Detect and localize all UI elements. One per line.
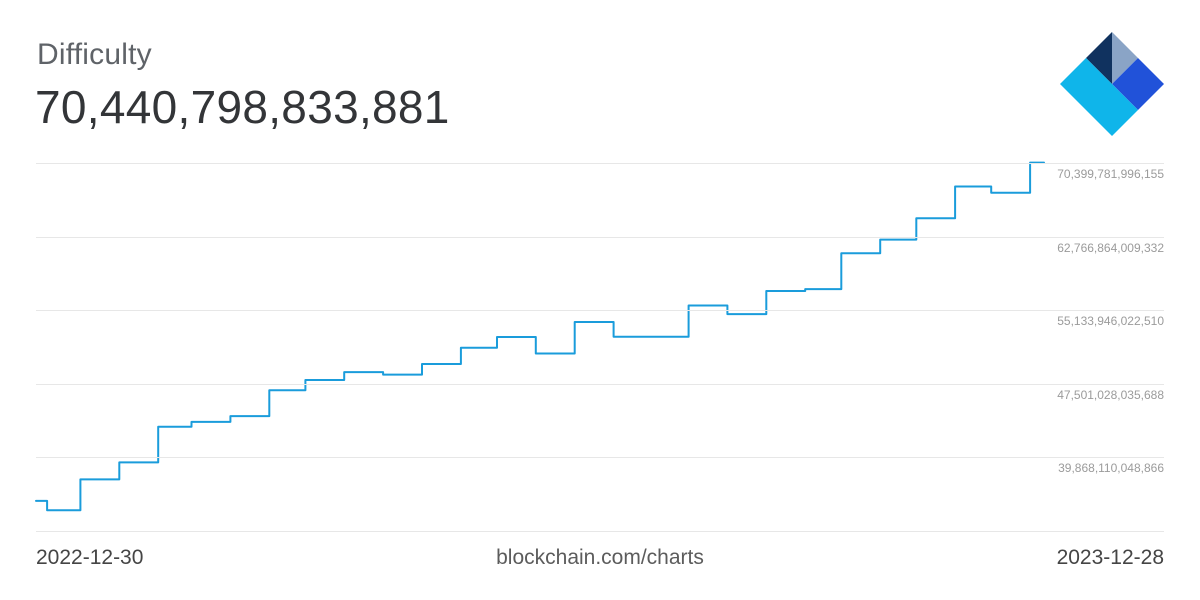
y-axis-label: 55,133,946,022,510: [1057, 314, 1164, 329]
logo-facet-cyan: [1060, 58, 1138, 136]
y-axis-label: 70,399,781,996,155: [1057, 167, 1164, 181]
blockchain-logo-icon: [1060, 32, 1164, 136]
y-axis-label: 47,501,028,035,688: [1057, 387, 1164, 402]
gridline: [36, 531, 1164, 532]
difficulty-line-svg: [35, 161, 1045, 512]
difficulty-line: [35, 161, 1045, 512]
y-axis-label: 62,766,864,009,332: [1057, 240, 1164, 255]
y-axis-label: 39,868,110,048,866: [1058, 461, 1164, 476]
gridline: [36, 310, 1164, 312]
difficulty-current-value: 70,440,798,833,881: [35, 81, 450, 133]
gridline: [36, 163, 1164, 164]
chart-title: Difficulty: [37, 38, 152, 71]
gridline: [36, 383, 1164, 385]
logo-facet-navy: [1086, 32, 1112, 84]
chart-plot[interactable]: 70,399,781,996,155 62,766,864,009,332 55,1…: [35, 155, 1164, 547]
gridline: [36, 236, 1164, 238]
logo-facet-steel: [1112, 32, 1138, 84]
source-watermark: blockchain.com/charts: [496, 546, 704, 569]
x-axis-end-date: 2023-12-28: [1056, 546, 1164, 569]
x-axis-start-date: 2022-12-30: [36, 546, 144, 569]
gridline: [36, 457, 1164, 459]
